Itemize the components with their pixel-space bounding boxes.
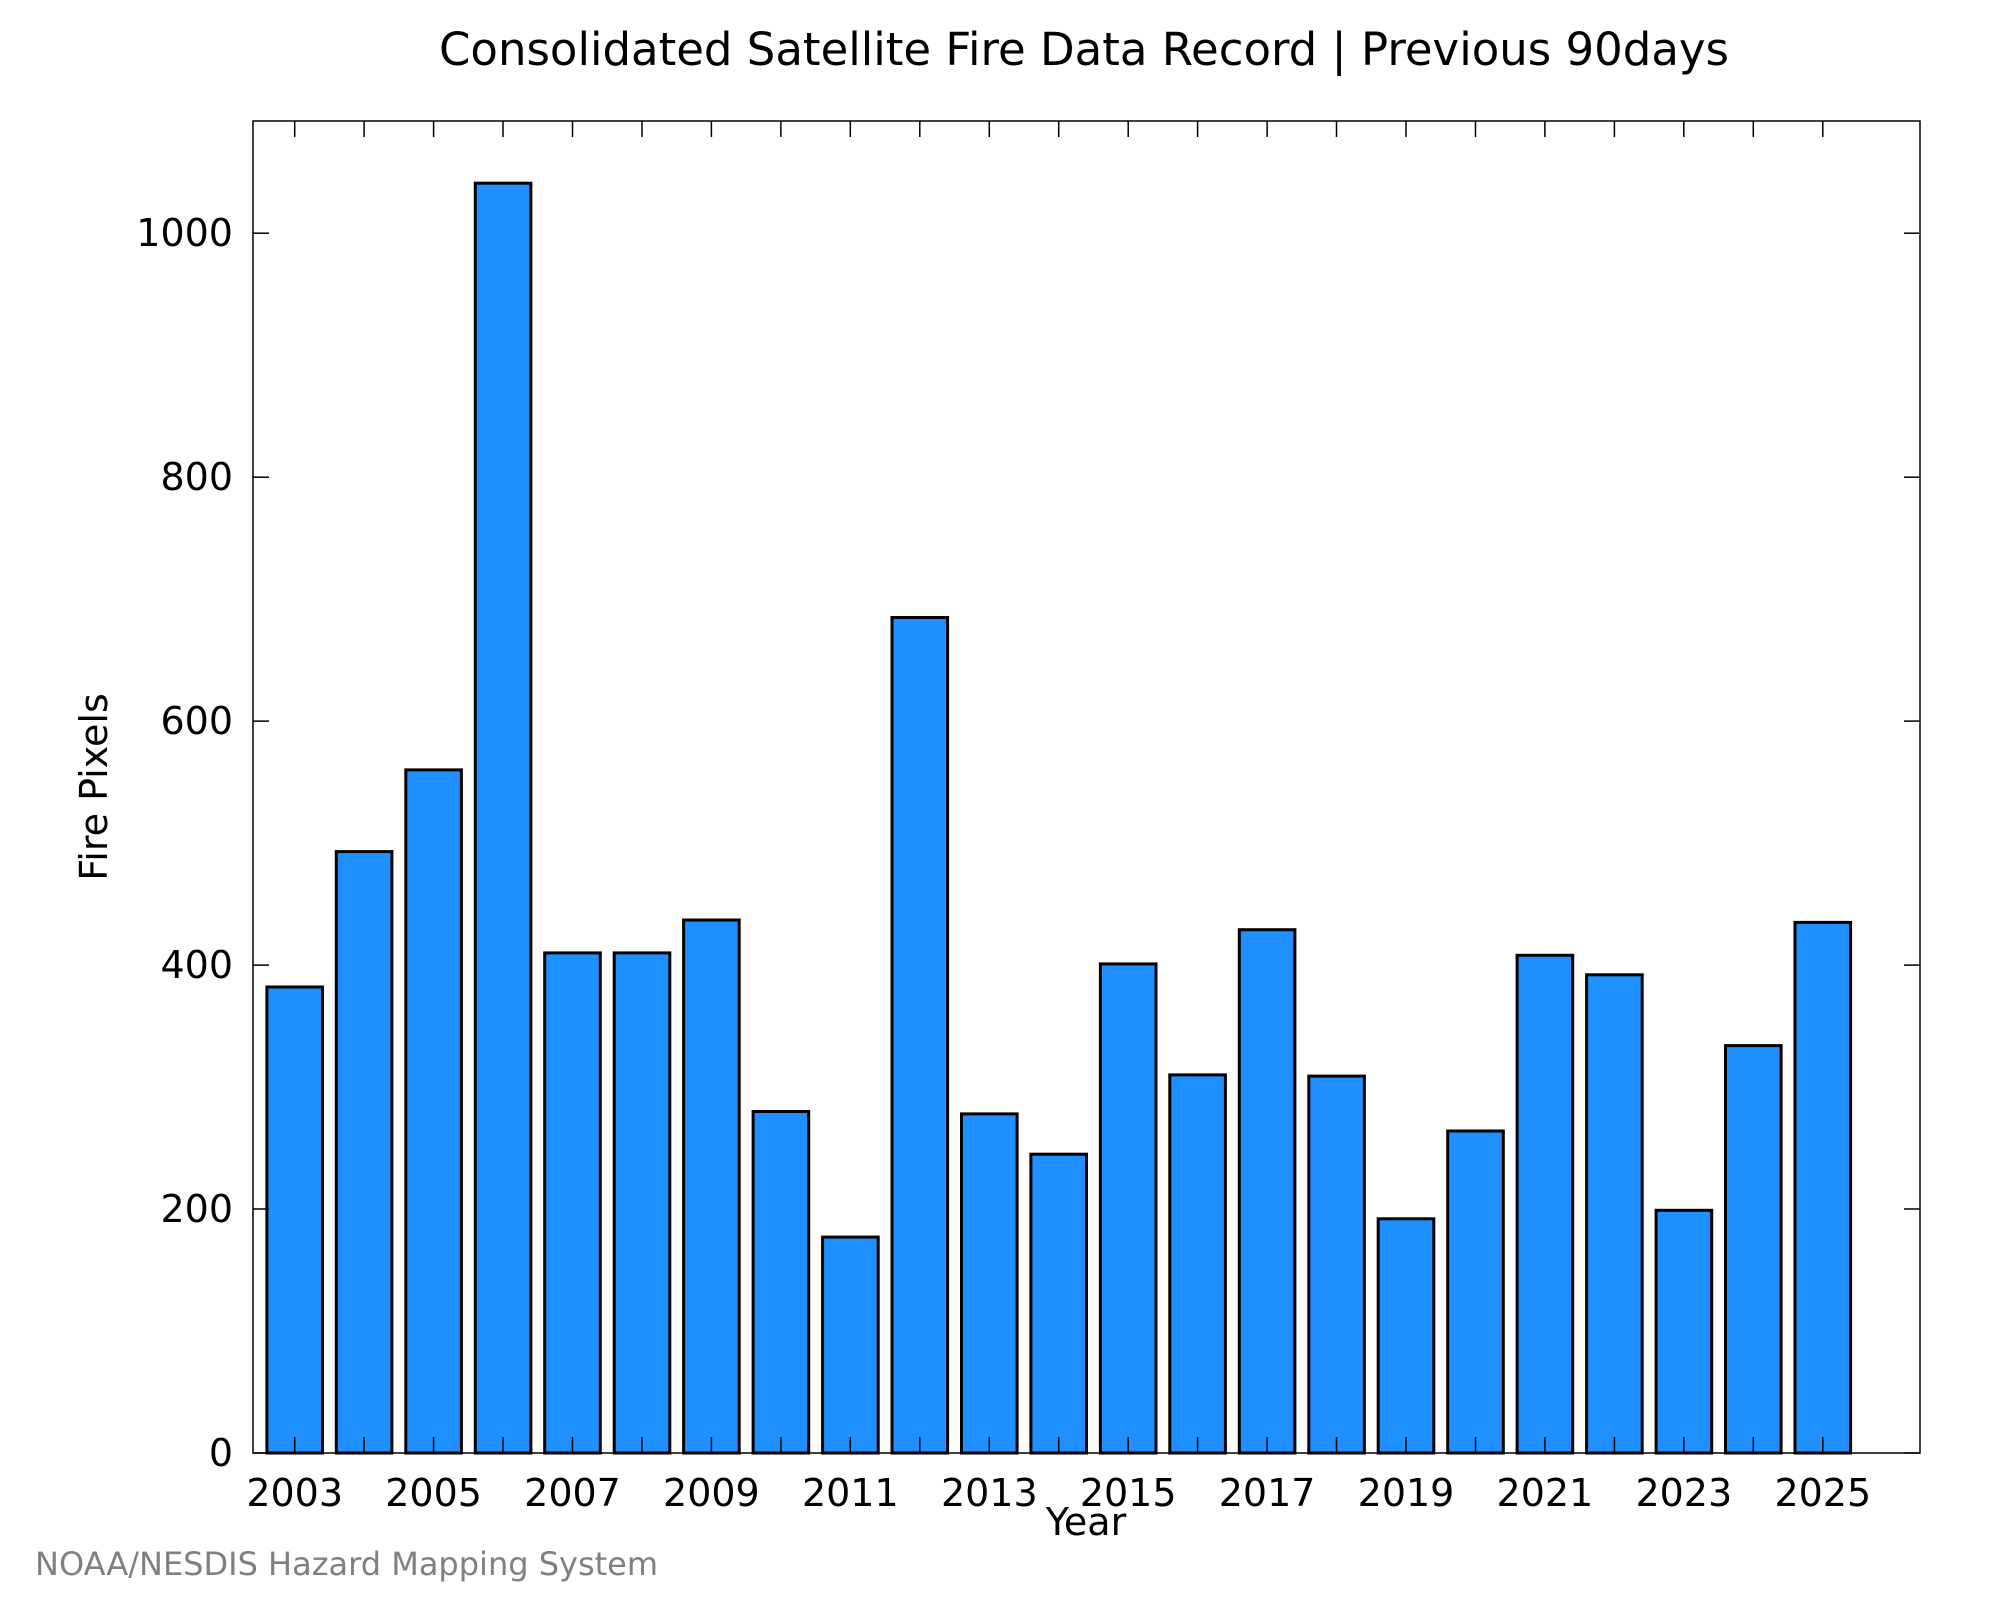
bar-2016 — [1168, 1073, 1227, 1455]
x-tick-label-2025: 2025 — [1774, 1471, 1871, 1515]
x-tick-label-2003: 2003 — [246, 1471, 343, 1515]
x-tick-label-2013: 2013 — [941, 1471, 1038, 1515]
bar-2009 — [682, 918, 741, 1455]
x-tick-label-2011: 2011 — [802, 1471, 899, 1515]
bar-2020 — [1446, 1129, 1505, 1455]
x-tick-label-2019: 2019 — [1358, 1471, 1455, 1515]
y-tick-label-1000: 1000 — [136, 211, 233, 255]
bar-2017 — [1237, 928, 1297, 1455]
x-tick-label-2021: 2021 — [1497, 1471, 1594, 1515]
y-tick-label-400: 400 — [160, 943, 233, 987]
plot-frame — [252, 120, 1921, 1454]
y-tick-label-200: 200 — [160, 1187, 233, 1231]
bar-2008 — [612, 951, 672, 1455]
bar-2021 — [1515, 953, 1575, 1455]
y-axis-label: Fire Pixels — [72, 693, 116, 881]
x-tick-label-2023: 2023 — [1635, 1471, 1732, 1515]
bar-2014 — [1029, 1152, 1089, 1455]
tick-labels-group: 2003 2005 2007 2009 2011 2013 2015 2017 2019 2021… — [136, 211, 1871, 1515]
bar-2018 — [1307, 1074, 1366, 1455]
x-tick-label-2005: 2005 — [385, 1471, 482, 1515]
x-tick-label-2015: 2015 — [1080, 1471, 1177, 1515]
bar-2023 — [1654, 1208, 1714, 1455]
bar-2006 — [473, 181, 533, 1455]
bar-2022 — [1585, 973, 1644, 1455]
bar-2005 — [404, 768, 463, 1455]
bar-2007 — [543, 951, 602, 1455]
y-tick-label-0: 0 — [209, 1431, 233, 1475]
bar-2025 — [1793, 920, 1853, 1455]
y-tick-label-800: 800 — [160, 455, 233, 499]
x-tick-label-2007: 2007 — [524, 1471, 621, 1515]
y-tick-label-600: 600 — [160, 699, 233, 743]
bar-2013 — [960, 1112, 1019, 1455]
x-tick-label-2017: 2017 — [1219, 1471, 1316, 1515]
x-tick-label-2009: 2009 — [663, 1471, 760, 1515]
bar-2024 — [1724, 1044, 1783, 1455]
bar-2010 — [751, 1110, 811, 1455]
bar-2015 — [1098, 962, 1158, 1455]
footer-credit: NOAA/NESDIS Hazard Mapping System — [35, 1545, 658, 1583]
bar-2012 — [890, 616, 950, 1455]
ticks-group — [253, 121, 1920, 1454]
x-axis-label: Year — [1045, 1500, 1127, 1544]
bar-2019 — [1376, 1217, 1436, 1455]
bar-2003 — [265, 985, 324, 1455]
bars-group — [265, 181, 1853, 1455]
chart-title: Consolidated Satellite Fire Data Record … — [439, 23, 1729, 76]
bar-2011 — [821, 1235, 880, 1455]
bar-2004 — [334, 850, 394, 1455]
